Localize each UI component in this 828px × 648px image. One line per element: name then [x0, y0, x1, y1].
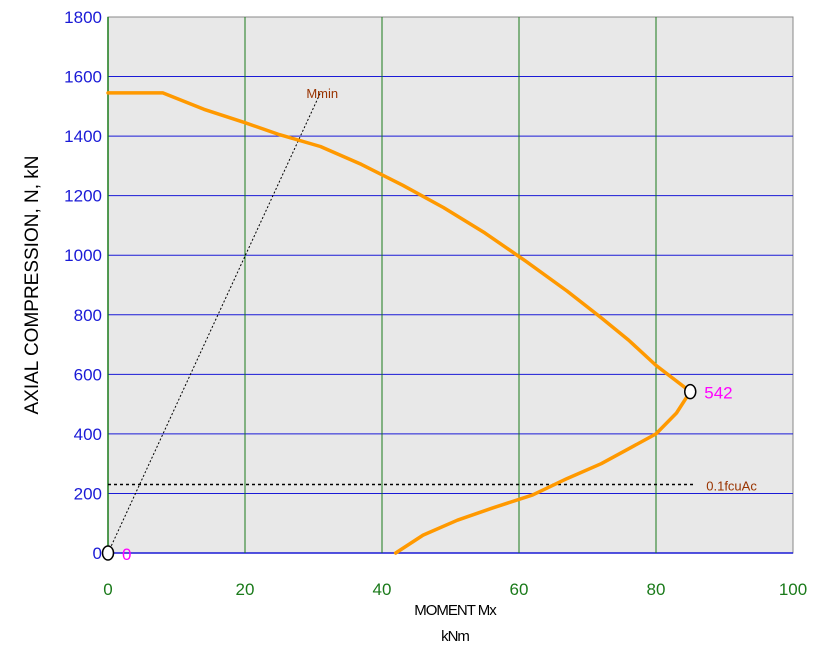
mmin-label: Mmin	[306, 86, 338, 101]
mmin-line	[107, 92, 321, 554]
y-tick-label: 400	[74, 425, 102, 444]
x-tick-label: 40	[373, 580, 392, 599]
y-tick-label: 1800	[64, 8, 102, 27]
marker-label: 0	[122, 545, 131, 564]
x-tick-label: 20	[236, 580, 255, 599]
x-tick-label: 100	[779, 580, 807, 599]
y-axis-title: AXIAL COMPRESSION, N, kN	[22, 155, 43, 414]
marker-point	[101, 545, 115, 561]
interaction-curve	[106, 91, 693, 555]
x-tick-label: 60	[510, 580, 529, 599]
y-tick-label: 200	[74, 484, 102, 503]
plot-area	[107, 16, 794, 554]
marker-label: 542	[704, 384, 732, 403]
y-tick-label: 0	[93, 544, 102, 563]
grid	[107, 17, 793, 554]
marker-point	[684, 383, 697, 400]
y-tick-label: 1200	[64, 187, 102, 206]
y-tick-label: 1400	[64, 127, 102, 146]
interaction-curve-line	[106, 91, 693, 555]
x-tick-label: 0	[103, 580, 112, 599]
x-tick-label: 80	[647, 580, 666, 599]
y-tick-label: 800	[74, 306, 102, 325]
markers: 542 0	[101, 383, 733, 564]
x-axis-unit: kNm	[441, 628, 469, 645]
fcu-label: 0.1fcuAc	[706, 479, 757, 494]
y-tick-label: 600	[74, 365, 102, 384]
x-axis-title: MOMENT Mx	[414, 602, 497, 619]
y-tick-label: 1000	[64, 246, 102, 265]
y-tick-label: 1600	[64, 68, 102, 87]
reference-lines: Mmin 0.1fcuAc	[107, 86, 757, 554]
